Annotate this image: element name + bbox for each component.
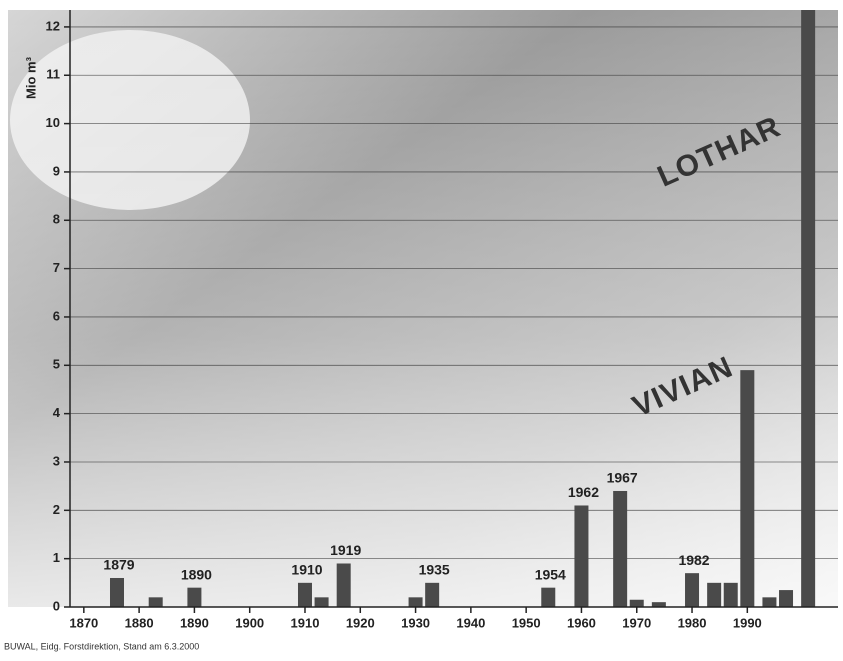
bar — [629, 599, 644, 607]
bar — [336, 563, 351, 607]
bar — [707, 582, 722, 607]
x-tick-label: 1990 — [733, 615, 762, 630]
bar-label: 1919 — [330, 542, 361, 558]
source-note: BUWAL, Eidg. Forstdirektion, Stand am 6.… — [4, 641, 199, 651]
bar — [723, 582, 738, 607]
y-tick-label: 5 — [53, 357, 60, 372]
x-tick-label: 1880 — [125, 615, 154, 630]
x-tick-label: 1930 — [401, 615, 430, 630]
y-tick-label: 2 — [53, 502, 60, 517]
x-tick-label: 1960 — [567, 615, 596, 630]
y-tick-label: 3 — [53, 453, 60, 468]
bar — [685, 573, 700, 607]
bar-label: 1890 — [181, 566, 212, 582]
bar — [762, 597, 777, 607]
x-tick-label: 1910 — [291, 615, 320, 630]
bar — [801, 10, 816, 607]
y-tick-label: 12 — [46, 18, 60, 33]
bar — [187, 587, 202, 607]
x-tick-label: 1940 — [456, 615, 485, 630]
bar-label: 1935 — [419, 562, 450, 578]
bar-label: 1962 — [568, 484, 599, 500]
x-tick-label: 1970 — [622, 615, 651, 630]
y-tick-label: 1 — [53, 550, 60, 565]
bar — [425, 582, 440, 607]
bar — [297, 582, 312, 607]
bar — [574, 505, 589, 607]
bar — [651, 602, 666, 607]
photo-fade — [8, 10, 838, 607]
y-tick-label: 0 — [53, 598, 60, 613]
bar-label: 1879 — [103, 557, 134, 573]
y-tick-label: 9 — [53, 163, 60, 178]
bar — [148, 597, 163, 607]
bar — [740, 370, 755, 607]
x-tick-label: 1920 — [346, 615, 375, 630]
bar — [408, 597, 423, 607]
y-tick-label: 10 — [46, 115, 60, 130]
bar — [109, 577, 124, 607]
y-tick-label: 11 — [46, 67, 60, 82]
bar-label: 1967 — [607, 470, 638, 486]
y-tick-label: 6 — [53, 308, 60, 323]
bar — [541, 587, 556, 607]
bar — [779, 590, 794, 607]
y-axis-label: Mio m³ — [23, 56, 38, 99]
x-tick-label: 1870 — [69, 615, 98, 630]
x-tick-label: 1980 — [678, 615, 707, 630]
bar — [613, 490, 628, 607]
bar — [314, 597, 329, 607]
y-tick-label: 8 — [53, 212, 60, 227]
x-tick-label: 1950 — [512, 615, 541, 630]
bar-label: 1982 — [678, 552, 709, 568]
x-tick-label: 1890 — [180, 615, 209, 630]
y-tick-label: 4 — [53, 405, 61, 420]
bar-label: 1954 — [535, 566, 566, 582]
x-tick-label: 1900 — [235, 615, 264, 630]
y-tick-label: 7 — [53, 260, 60, 275]
bar-label: 1910 — [291, 562, 322, 578]
